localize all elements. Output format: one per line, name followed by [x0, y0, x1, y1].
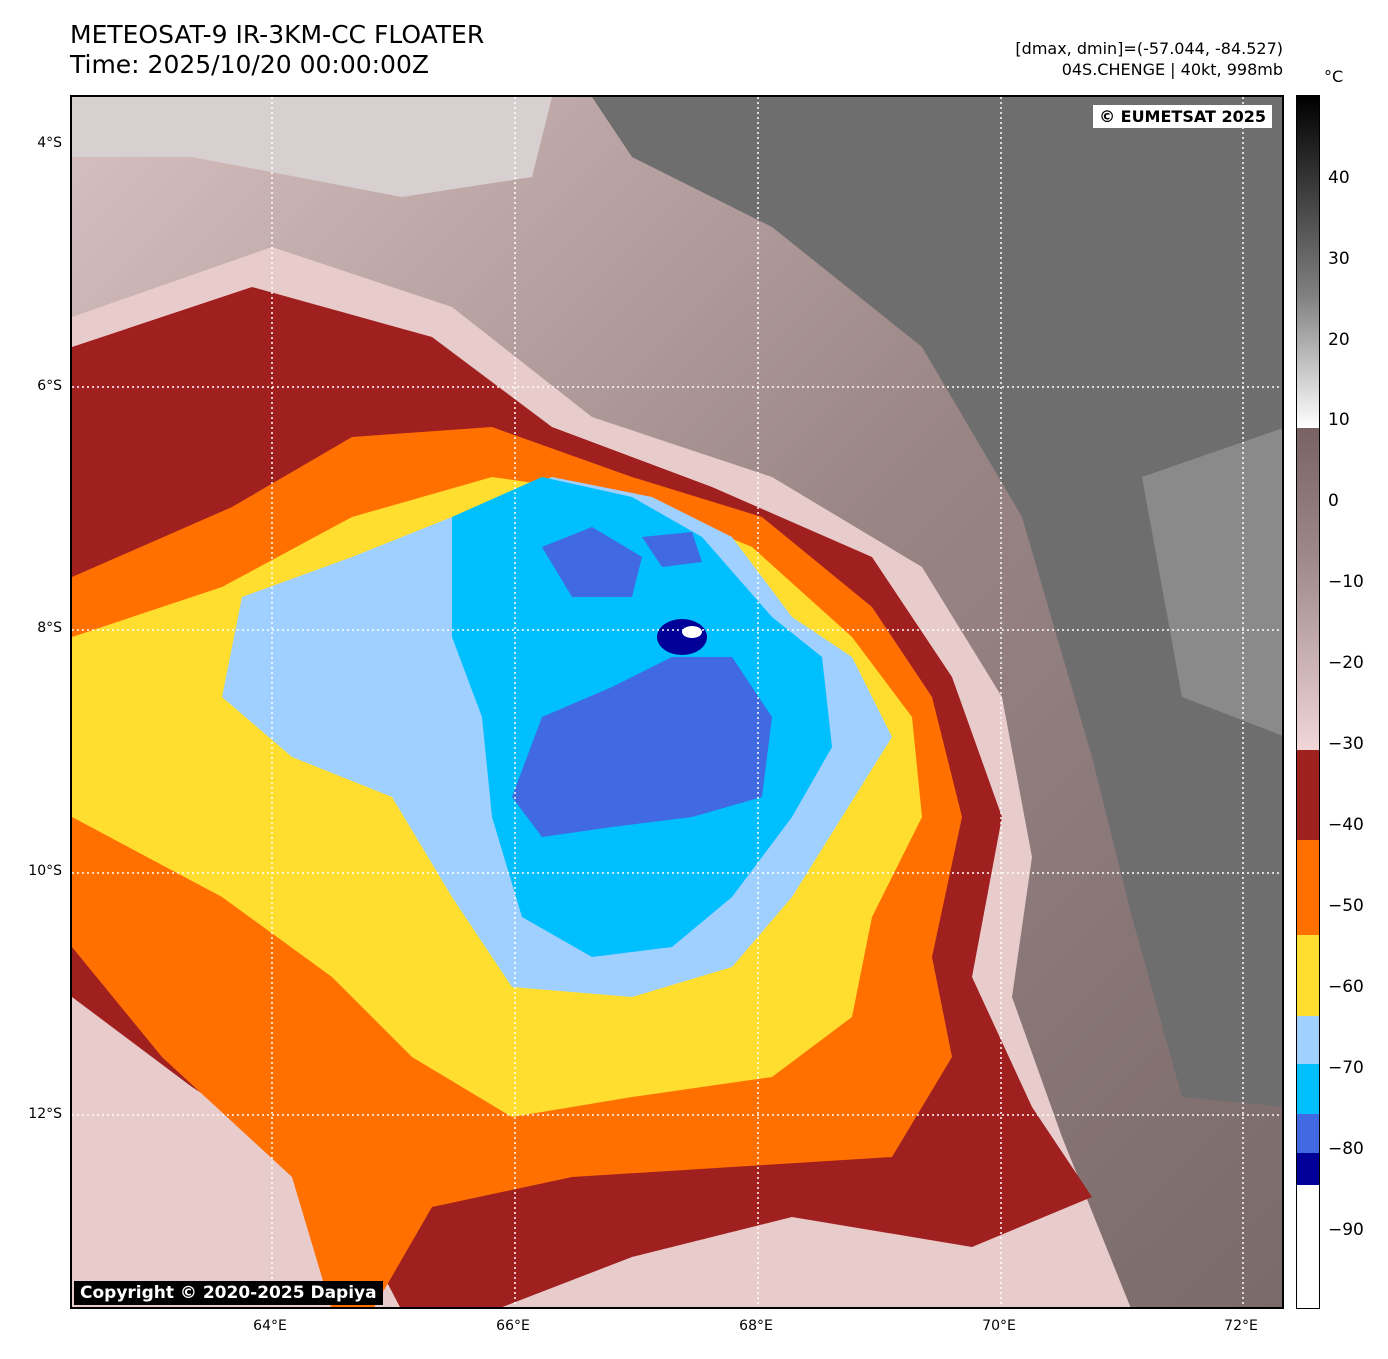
title-line-2: Time: 2025/10/20 00:00:00Z	[70, 50, 429, 79]
meta-line-2: 04S.CHENGE | 40kt, 998mb	[1061, 60, 1283, 79]
cbar-navy	[1297, 1153, 1319, 1185]
white-cloud-topleft	[72, 97, 552, 197]
coldest-spot	[682, 626, 702, 638]
cbar-label: −70	[1328, 1058, 1364, 1078]
colorbar-unit: °C	[1324, 67, 1344, 86]
cbar-label: 0	[1328, 491, 1339, 511]
cbar-label: −90	[1328, 1220, 1364, 1240]
lon-label: 68°E	[739, 1318, 773, 1334]
lon-label: 66°E	[496, 1318, 530, 1334]
cbar-light-blue	[1297, 1016, 1319, 1064]
cbar-label: 10	[1328, 410, 1350, 430]
eumetsat-badge: © EUMETSAT 2025	[1093, 105, 1272, 128]
gray-region-light	[1142, 428, 1282, 736]
storm-info: [dmax, dmin]=(-57.044, -84.527) 04S.CHEN…	[1015, 38, 1283, 80]
satellite-map[interactable]: © EUMETSAT 2025 Copyright © 2020-2025 Da…	[70, 95, 1284, 1309]
royal-blue-core-3	[642, 532, 702, 567]
royal-blue-core	[512, 657, 772, 837]
dapiya-copyright: Copyright © 2020-2025 Dapiya	[74, 1281, 383, 1305]
cbar-label: −50	[1328, 896, 1364, 916]
lat-label: 12°S	[28, 1106, 62, 1122]
cbar-gray-band	[1297, 96, 1319, 428]
royal-blue-core-2	[542, 527, 642, 597]
gray-region	[592, 97, 1282, 1107]
lon-label: 72°E	[1224, 1318, 1258, 1334]
cbar-label: 20	[1328, 330, 1350, 350]
cbar-label: −20	[1328, 653, 1364, 673]
cbar-royal-blue	[1297, 1114, 1319, 1153]
lat-label: 4°S	[37, 135, 62, 151]
navy-core	[657, 619, 707, 655]
cbar-label: −80	[1328, 1139, 1364, 1159]
cbar-label: −40	[1328, 815, 1364, 835]
meta-line-1: [dmax, dmin]=(-57.044, -84.527)	[1015, 39, 1283, 58]
cbar-label: −30	[1328, 734, 1364, 754]
cbar-brown-band	[1297, 428, 1319, 750]
cbar-label: 40	[1328, 168, 1350, 188]
map-imagery	[72, 97, 1282, 1307]
graticule	[72, 97, 1282, 1307]
cbar-label: −60	[1328, 977, 1364, 997]
title-line-1: METEOSAT-9 IR-3KM-CC FLOATER	[70, 20, 485, 49]
chart-title: METEOSAT-9 IR-3KM-CC FLOATER Time: 2025/…	[70, 20, 484, 80]
lon-label: 70°E	[982, 1318, 1016, 1334]
cbar-yellow	[1297, 935, 1319, 1016]
lat-label: 6°S	[37, 378, 62, 394]
cbar-white	[1297, 1185, 1319, 1308]
cbar-orange	[1297, 840, 1319, 935]
lat-label: 10°S	[28, 863, 62, 879]
cbar-cyan	[1297, 1064, 1319, 1114]
lon-label: 64°E	[253, 1318, 287, 1334]
colorbar	[1296, 95, 1320, 1309]
cbar-label: −10	[1328, 572, 1364, 592]
lat-label: 8°S	[37, 620, 62, 636]
cbar-maroon	[1297, 750, 1319, 840]
cbar-label: 30	[1328, 249, 1350, 269]
